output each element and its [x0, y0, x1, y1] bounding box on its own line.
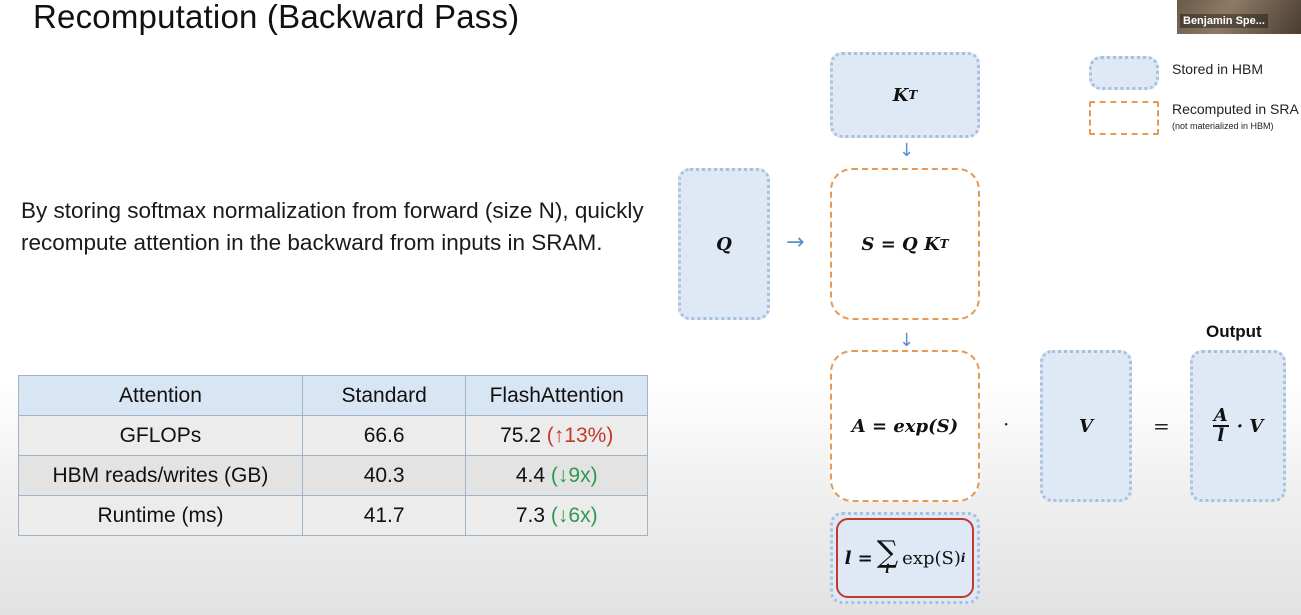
- performance-table: Attention Standard FlashAttention GFLOPs…: [18, 375, 648, 536]
- output-frac-den: l: [1217, 425, 1225, 446]
- l-formula-left: l =: [844, 547, 873, 569]
- flash-value: 7.3: [515, 503, 546, 527]
- row-flash: 75.2 (↑13%): [465, 415, 648, 456]
- output-times: · V: [1236, 415, 1264, 437]
- l-box: l = ∑ i exp(S) i: [836, 518, 974, 598]
- equals-operator: =: [1153, 414, 1170, 438]
- q-label: Q: [716, 233, 732, 255]
- row-standard: 40.3: [301, 455, 467, 496]
- a-formula: A = exp(S): [851, 415, 959, 437]
- slide-title: Recomputation (Backward Pass): [33, 0, 520, 35]
- l-sum: ∑ i: [876, 535, 899, 576]
- flash-value: 75.2: [500, 423, 541, 447]
- l-sub: i: [960, 551, 966, 565]
- output-frac-num: A: [1213, 405, 1228, 426]
- flash-change: (↑13%): [546, 423, 614, 447]
- row-label: HBM reads/writes (GB): [18, 455, 303, 496]
- kt-label: K: [892, 84, 909, 106]
- row-label: Runtime (ms): [18, 495, 303, 536]
- table-row: Runtime (ms) 41.7 7.3 (↓6x): [18, 495, 648, 536]
- s-formula: S = Q K: [861, 233, 940, 255]
- l-formula-right: exp(S): [902, 547, 961, 569]
- body-text: By storing softmax normalization from fo…: [21, 198, 644, 255]
- legend-recomputed: Recomputed in SRAM: [1172, 101, 1300, 117]
- output-label: Output: [1206, 322, 1262, 341]
- fraction-bar: [1212, 425, 1229, 427]
- row-flash: 4.4 (↓9x): [465, 455, 648, 496]
- legend-stored: Stored in HBM: [1172, 61, 1264, 77]
- legend-sram-swatch: [1089, 101, 1159, 135]
- flash-change: (↓9x): [550, 463, 598, 487]
- row-standard: 66.6: [301, 415, 467, 456]
- participant-video-thumbnail[interactable]: Benjamin Spe...: [1177, 0, 1301, 34]
- table-header-row: Attention Standard FlashAttention: [18, 375, 648, 416]
- output-fraction: A l: [1212, 405, 1229, 446]
- a-box: A = exp(S): [830, 350, 980, 502]
- kt-sup: T: [908, 88, 918, 102]
- header-flashattention: FlashAttention: [465, 375, 648, 416]
- row-standard: 41.7: [301, 495, 467, 536]
- header-standard: Standard: [301, 375, 467, 416]
- legend-hbm-swatch: [1089, 56, 1159, 90]
- row-flash: 7.3 (↓6x): [465, 495, 648, 536]
- v-box: V: [1040, 350, 1132, 502]
- arrow-down-icon: ↓: [899, 140, 915, 161]
- v-label: V: [1079, 415, 1093, 437]
- q-box: Q: [678, 168, 770, 320]
- dot-operator: ·: [1003, 412, 1010, 436]
- table-row: HBM reads/writes (GB) 40.3 4.4 (↓9x): [18, 455, 648, 496]
- flash-value: 4.4: [515, 463, 546, 487]
- s-sup: T: [939, 237, 949, 251]
- sum-icon: ∑: [876, 535, 899, 570]
- legend-recomputed-note: (not materialized in HBM): [1172, 121, 1274, 131]
- row-label: GFLOPs: [18, 415, 303, 456]
- header-attention: Attention: [18, 375, 303, 416]
- arrow-down-icon: ↓: [899, 330, 915, 351]
- l-box-outer: l = ∑ i exp(S) i: [830, 512, 980, 604]
- sum-index: i: [885, 562, 890, 576]
- table-row: GFLOPs 66.6 75.2 (↑13%): [18, 415, 648, 456]
- arrow-right-icon: →: [786, 230, 805, 255]
- participant-name: Benjamin Spe...: [1180, 14, 1268, 28]
- output-box: A l · V: [1190, 350, 1286, 502]
- flash-change: (↓6x): [550, 503, 598, 527]
